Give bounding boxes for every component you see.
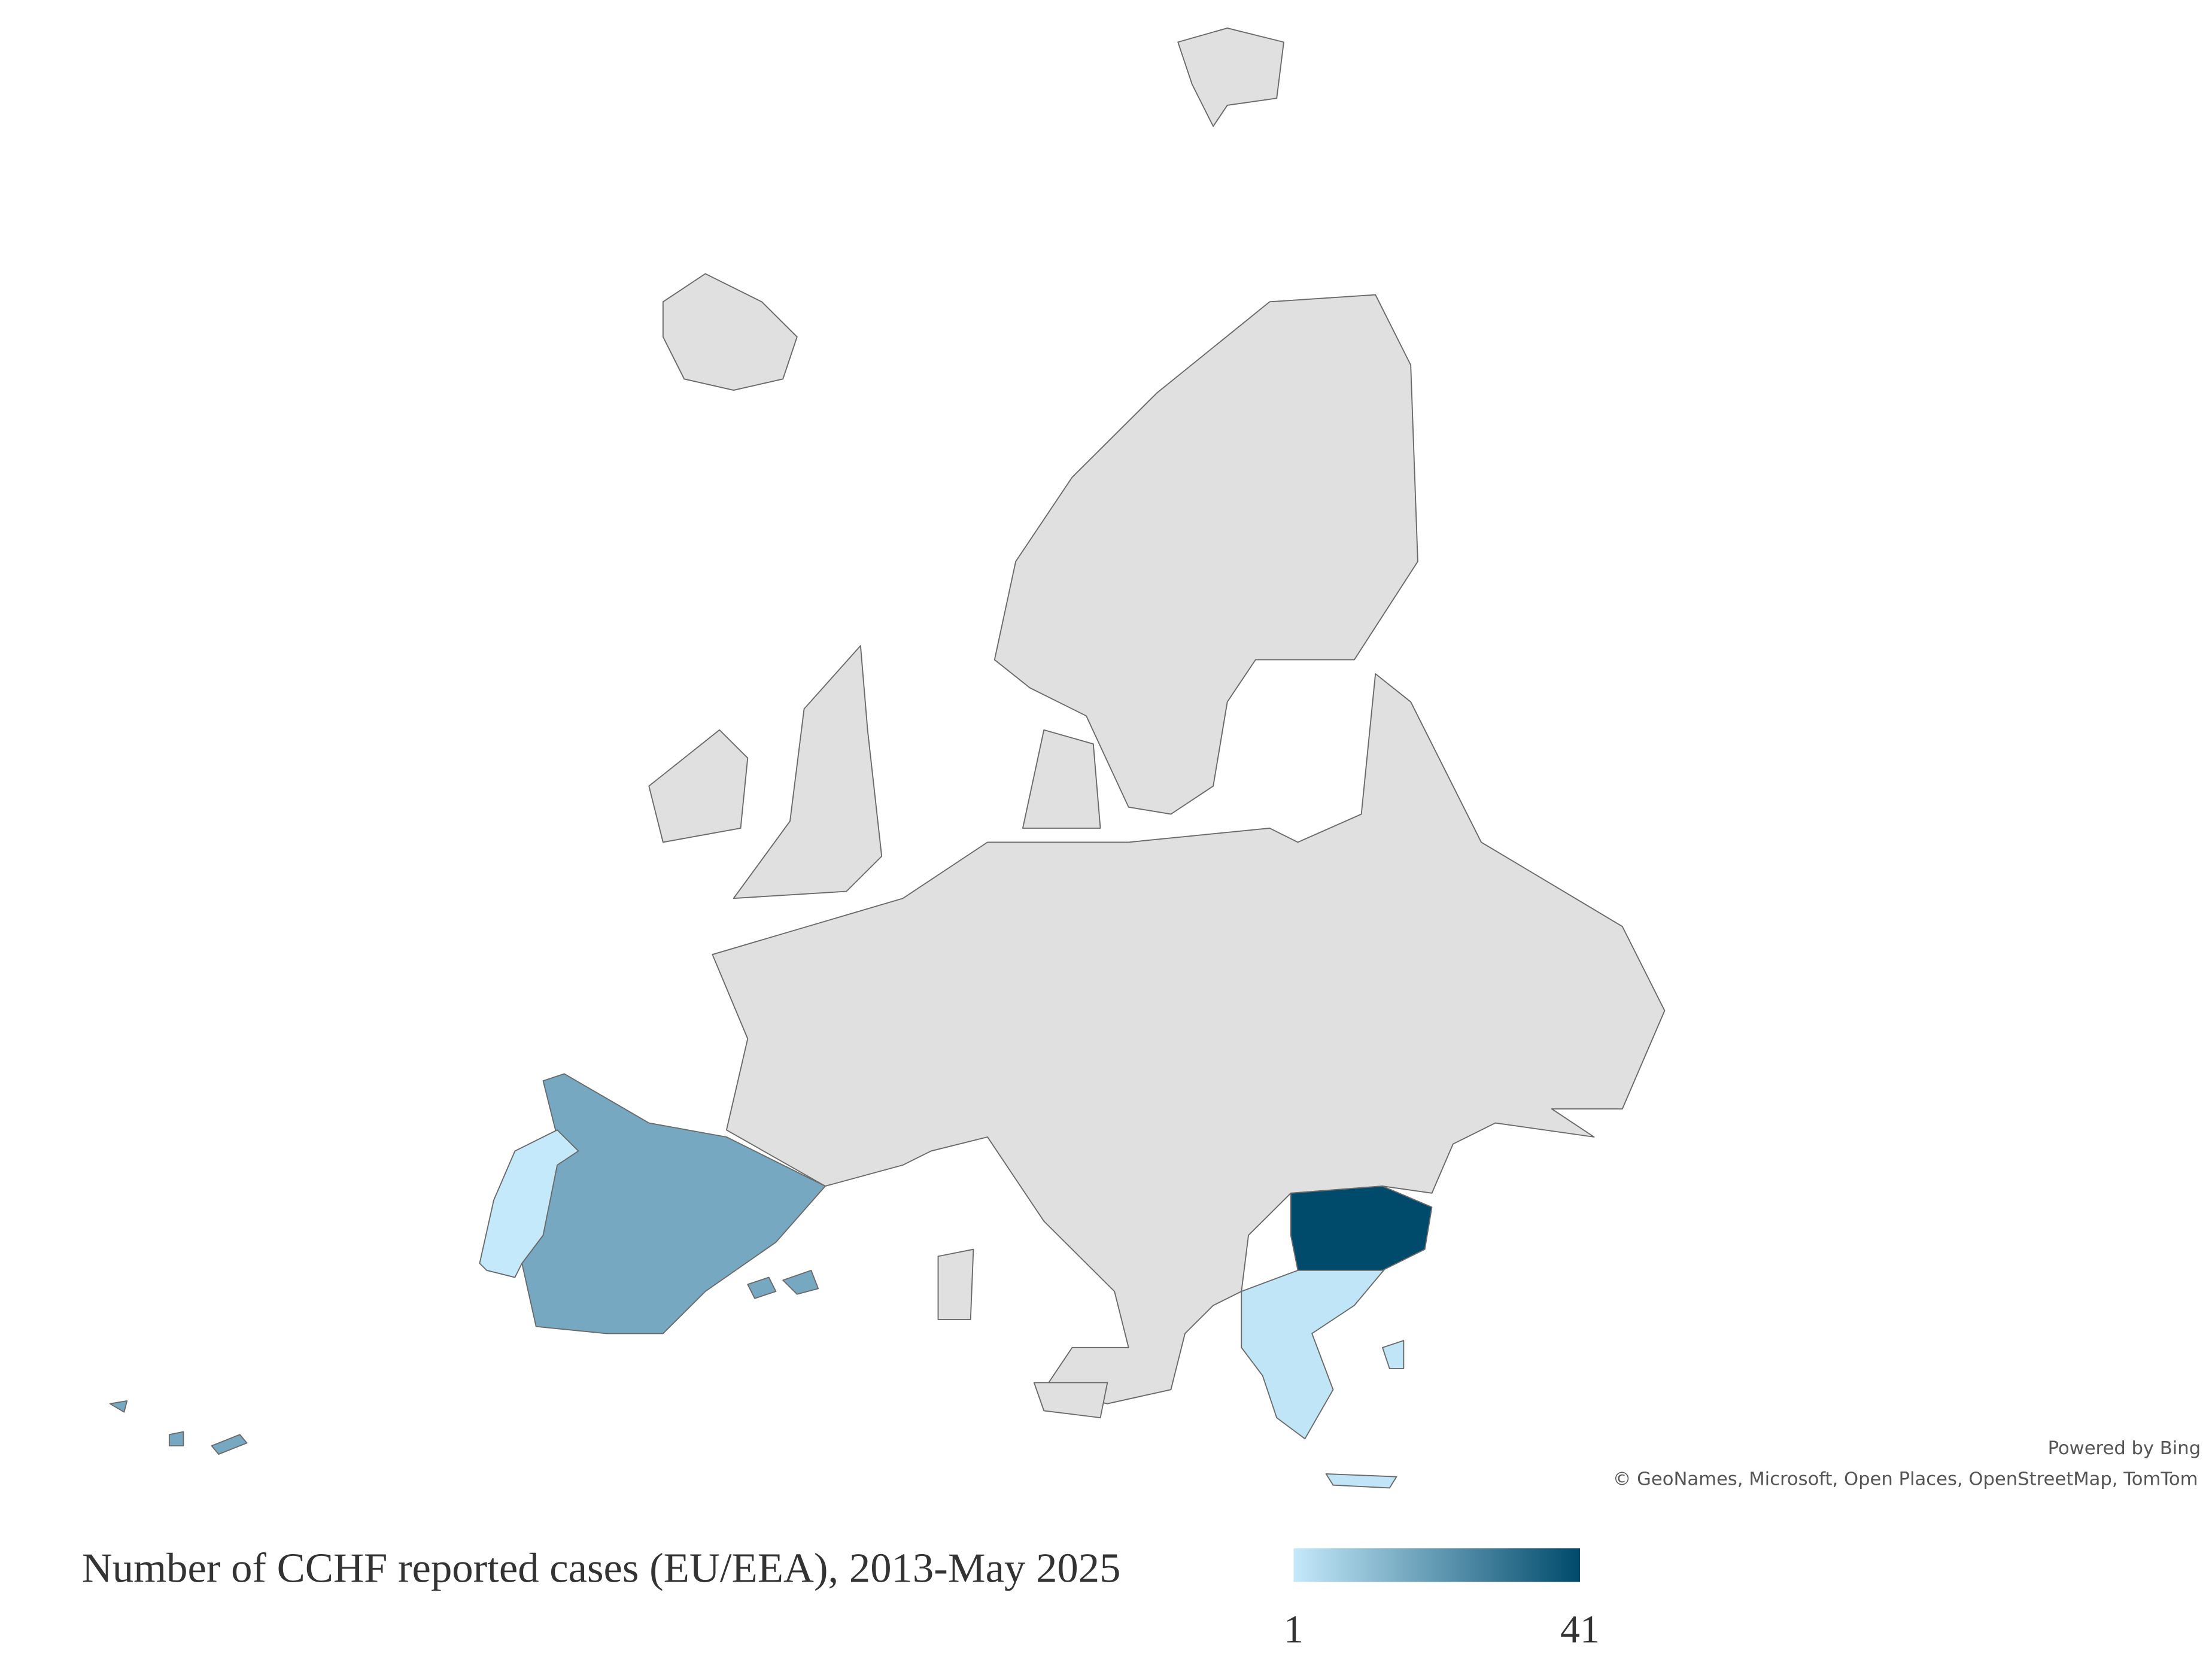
legend-gradient xyxy=(1293,1548,1580,1582)
attribution: Powered by Bing xyxy=(2048,1438,2201,1459)
region xyxy=(1241,1263,1405,1489)
legend-title: Number of CCHF reported cases (EU/EEA), … xyxy=(82,1545,1121,1592)
legend-max: 41 xyxy=(1560,1608,1600,1652)
legend-min: 1 xyxy=(1284,1608,1304,1652)
region xyxy=(1290,1185,1433,1271)
background-land xyxy=(648,27,1666,1419)
region xyxy=(109,1073,826,1455)
region xyxy=(479,1129,579,1278)
attribution: © GeoNames, Microsoft, Open Places, Open… xyxy=(1613,1469,2198,1490)
